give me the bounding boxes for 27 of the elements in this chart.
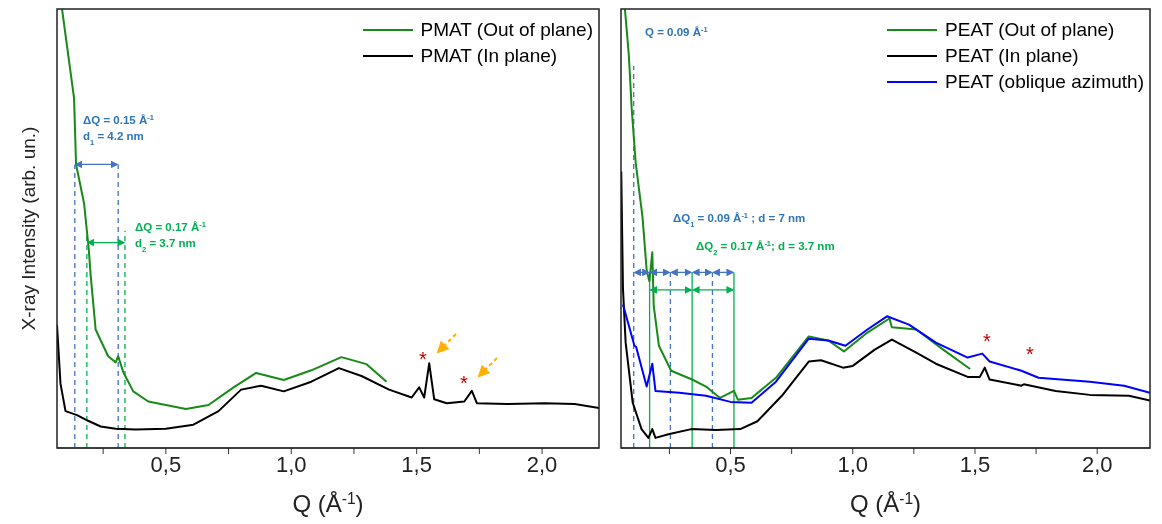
x-axis-title: Q (Å$^{-1}$): [849, 489, 922, 517]
y-axis-title: X-ray Intensity (arb. un.): [18, 126, 39, 331]
annotation: d$_{1}$ = 4.2 nm: [83, 130, 144, 147]
legend-label: PEAT (Out of plane): [945, 18, 1115, 42]
annotation: *: [460, 372, 468, 394]
annotation: ΔQ$_{2}$ = 0.17 Å$^{-1}$; d = 3.7 nm: [696, 238, 835, 257]
x-tick-label: 0,5: [150, 451, 182, 477]
legend-label: PEAT (oblique azimuth): [945, 70, 1144, 94]
annotation: ΔQ$_{1}$ = 0.09 Å$^{-1}$ ; d = 7 nm: [673, 210, 806, 229]
legend-label: PMAT (In plane): [420, 44, 558, 68]
x-tick-label: 0,5: [715, 451, 746, 477]
x-tick-label: 1,5: [401, 451, 432, 477]
annotation: ΔQ = 0.17 Å$^{-1}$: [135, 219, 206, 233]
legend-label: PMAT (Out of plane): [420, 18, 593, 42]
annotation: ΔQ = 0.15 Å$^{-1}$: [83, 112, 154, 126]
annotation: Q = 0.09 Å$^{-1}$: [645, 24, 708, 38]
x-tick-label: 2,0: [526, 451, 558, 477]
x-tick-label: 1,0: [837, 451, 869, 477]
annotation: *: [419, 348, 427, 370]
annotation: *: [1026, 343, 1034, 365]
annotation: *: [983, 330, 991, 352]
legend-label: PEAT (In plane): [945, 44, 1079, 68]
x-tick-label: 1,0: [275, 451, 307, 477]
x-tick-label: 1,5: [959, 451, 991, 477]
x-tick-label: 2,0: [1081, 451, 1113, 477]
annotation: d$_{2}$ = 3.7 nm: [135, 237, 196, 254]
x-axis-title: Q (Å$^{-1}$): [292, 489, 364, 517]
